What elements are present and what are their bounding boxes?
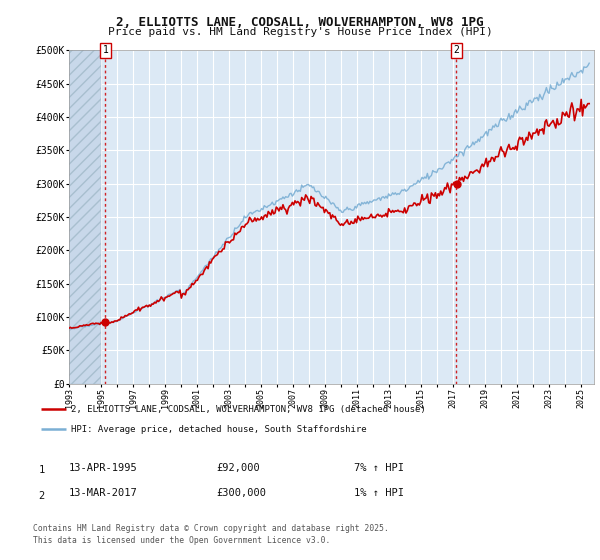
Text: 2, ELLIOTTS LANE, CODSALL, WOLVERHAMPTON, WV8 1PG (detached house): 2, ELLIOTTS LANE, CODSALL, WOLVERHAMPTON… (71, 405, 426, 414)
Text: 2: 2 (453, 45, 459, 55)
Text: £92,000: £92,000 (216, 463, 260, 473)
Text: 13-MAR-2017: 13-MAR-2017 (69, 488, 138, 498)
Text: HPI: Average price, detached house, South Staffordshire: HPI: Average price, detached house, Sout… (71, 424, 367, 433)
Text: Price paid vs. HM Land Registry's House Price Index (HPI): Price paid vs. HM Land Registry's House … (107, 27, 493, 37)
Text: 7% ↑ HPI: 7% ↑ HPI (354, 463, 404, 473)
Text: 13-APR-1995: 13-APR-1995 (69, 463, 138, 473)
Text: 1: 1 (103, 45, 109, 55)
Text: Contains HM Land Registry data © Crown copyright and database right 2025.
This d: Contains HM Land Registry data © Crown c… (33, 524, 389, 545)
Text: 2, ELLIOTTS LANE, CODSALL, WOLVERHAMPTON, WV8 1PG: 2, ELLIOTTS LANE, CODSALL, WOLVERHAMPTON… (116, 16, 484, 29)
Text: 1: 1 (38, 465, 44, 475)
Text: 1% ↑ HPI: 1% ↑ HPI (354, 488, 404, 498)
Text: 2: 2 (38, 491, 44, 501)
Text: £300,000: £300,000 (216, 488, 266, 498)
